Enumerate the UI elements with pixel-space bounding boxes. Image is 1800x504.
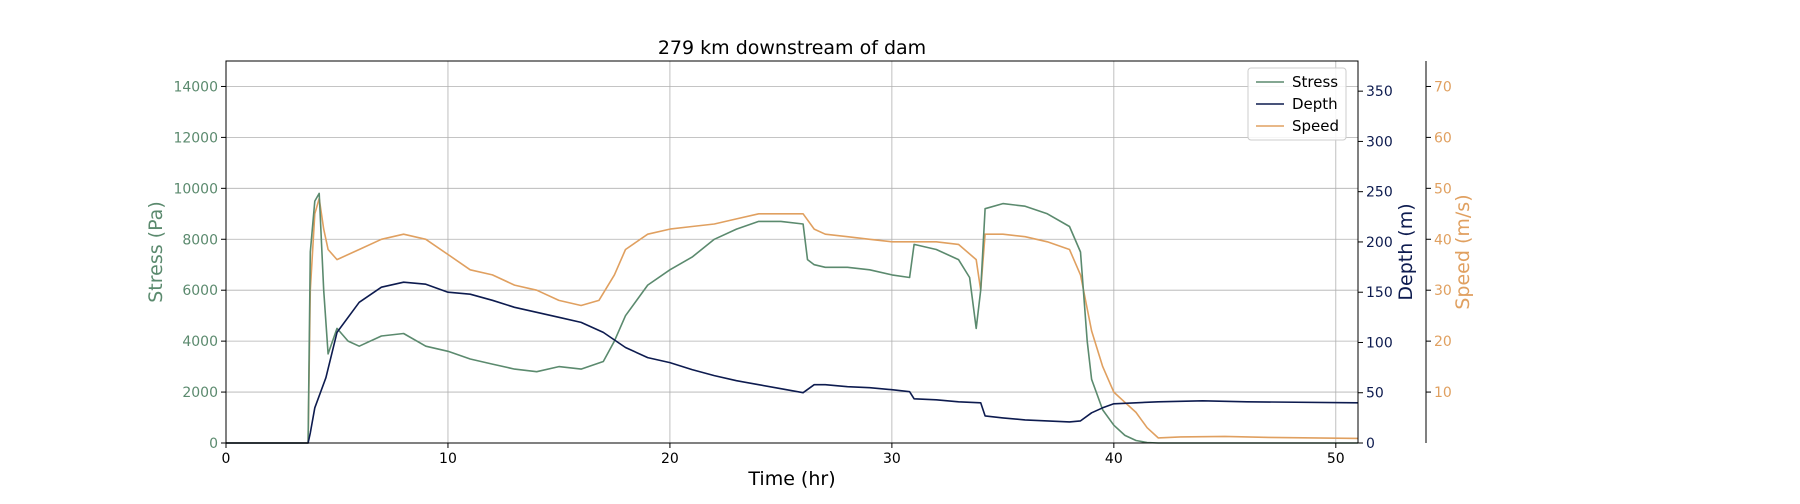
depth-tick-label: 150 — [1366, 285, 1393, 301]
legend-box — [1247, 67, 1347, 141]
x-tick-label: 30 — [883, 451, 901, 467]
plot-frame — [225, 60, 1359, 444]
stress-tick-label: 14000 — [173, 79, 218, 95]
speed-axis-title: Speed (m/s) — [1452, 194, 1474, 309]
x-tick-label: 40 — [1105, 451, 1123, 467]
series-line-depth — [226, 281, 1359, 444]
depth-tick-label: 250 — [1366, 185, 1393, 201]
series-group — [226, 192, 1359, 444]
depth-axis-title: Depth (m) — [1395, 203, 1417, 300]
speed-tick-label: 70 — [1434, 79, 1452, 95]
legend-label-stress: Stress — [1292, 73, 1338, 91]
legend: Stress Depth Speed — [1247, 67, 1347, 141]
series-line-stress — [226, 192, 1358, 444]
stress-tick-label: 0 — [209, 436, 218, 452]
speed-tick-label: 60 — [1434, 130, 1452, 146]
axes-group: 0 10 20 30 40 5002000400060008000100001200014… — [173, 61, 1452, 467]
stress-axis-title: Stress (Pa) — [145, 201, 167, 303]
stress-tick-label: 2000 — [182, 385, 218, 401]
x-tick-label: 50 — [1327, 451, 1345, 467]
depth-tick-label: 300 — [1366, 134, 1393, 150]
chart-title: 279 km downstream of dam — [658, 37, 926, 59]
depth-tick-label: 200 — [1366, 235, 1393, 251]
depth-tick-label: 50 — [1366, 386, 1384, 402]
x-tick-label: 20 — [661, 451, 679, 467]
legend-label-depth: Depth — [1292, 95, 1338, 113]
series-line-speed — [226, 197, 1359, 444]
depth-tick-label: 0 — [1366, 436, 1375, 452]
stress-tick-label: 6000 — [182, 283, 218, 299]
stress-tick-label: 8000 — [182, 232, 218, 248]
depth-tick-label: 100 — [1366, 335, 1393, 351]
speed-tick-label: 50 — [1434, 181, 1452, 197]
legend-label-speed: Speed — [1292, 117, 1339, 135]
speed-tick-label: 40 — [1434, 232, 1452, 248]
x-tick-label: 0 — [222, 451, 231, 467]
x-axis-title: Time (hr) — [747, 468, 835, 490]
stress-tick-label: 4000 — [182, 334, 218, 350]
speed-tick-label: 10 — [1434, 385, 1452, 401]
stress-tick-label: 12000 — [173, 130, 218, 146]
speed-tick-label: 20 — [1434, 334, 1452, 350]
depth-tick-label: 350 — [1366, 84, 1393, 100]
stress-tick-label: 10000 — [173, 181, 218, 197]
x-tick-label: 10 — [439, 451, 457, 467]
speed-tick-label: 30 — [1434, 283, 1452, 299]
